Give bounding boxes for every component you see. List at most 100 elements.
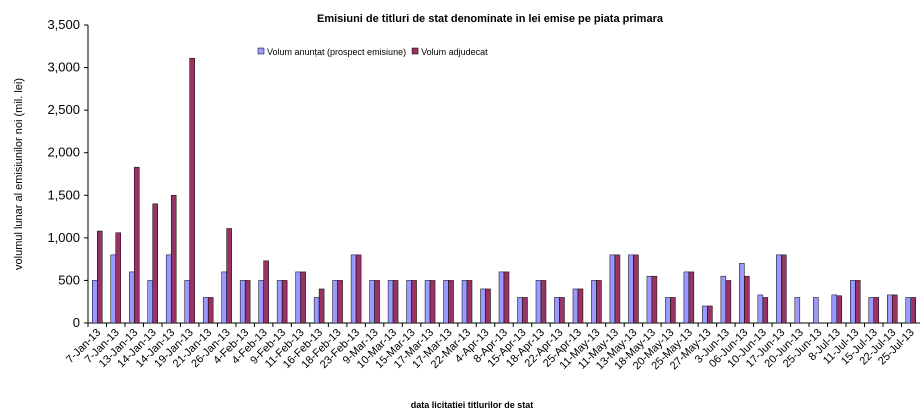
bar [868,297,875,324]
bar [813,297,819,324]
bar [781,254,787,324]
bar [184,280,190,324]
bar [707,305,713,324]
bar [651,275,658,324]
bar [503,271,510,324]
bar [665,297,671,324]
bar [244,280,251,324]
x-axis-label: data licitatiei titlurilor de stat [411,400,534,410]
bar [596,280,602,324]
bar [369,280,375,324]
bar [170,195,177,324]
bar [406,280,412,324]
bar [554,297,560,324]
bar [892,294,898,324]
chart-title: Emisiuni de titluri de stat denominate i… [317,13,664,25]
legend-label: Volum adjudecat [421,47,488,57]
bar [850,280,856,324]
bar [855,280,861,324]
y-tick-label: 1,000 [47,230,80,245]
bar [831,294,838,324]
bar [646,275,653,324]
bar [337,280,343,324]
bar [276,280,283,324]
bar [628,254,634,324]
legend-swatch [257,47,265,55]
bar [202,297,209,324]
bar [688,271,695,324]
y-tick-label: 3,000 [47,60,80,75]
bar [355,254,362,324]
bar [725,280,732,324]
y-tick-label: 2,000 [47,145,80,160]
bar [332,280,338,324]
bar [318,288,325,324]
y-tick-label: 500 [58,272,80,287]
bar [392,280,399,324]
bar [221,271,227,324]
bar [744,275,750,324]
bar [448,280,454,324]
bar [683,271,690,324]
bar [466,280,473,324]
bar [128,271,135,324]
bar [263,260,269,324]
bar [165,254,172,324]
bar [540,280,547,324]
bar [207,297,214,324]
bar [480,288,486,324]
bar [485,288,491,324]
bar [670,297,676,324]
bar [189,57,195,324]
y-tick-label: 1,500 [47,187,80,202]
bar [133,166,140,324]
bar [910,297,916,324]
bar [609,254,616,324]
bar [776,254,782,324]
bar [147,280,153,324]
bar [794,297,801,324]
bar [559,297,565,324]
bar [591,280,597,324]
bar [96,230,103,324]
bar [905,297,912,324]
bar [522,297,528,324]
bar [535,280,542,324]
bar [300,271,306,324]
bar [836,295,843,324]
bar [226,228,232,324]
bar [633,254,639,324]
bar [258,280,264,324]
bar [498,271,505,324]
bar [739,263,745,324]
legend-label: Volum anunțat (prospect emisiune) [267,47,406,57]
y-tick-label: 0 [73,315,80,330]
bar [424,280,431,324]
y-axis-label: volumul lunar al emisiunilor noi (mil. l… [13,78,25,270]
bar [313,297,320,324]
bar [295,271,301,324]
y-tick-label: 3,500 [47,17,80,32]
bar [443,280,449,324]
bar [281,280,288,324]
bar [152,203,158,324]
bar [374,280,380,324]
bar [429,280,436,324]
bar [92,280,98,324]
bar [577,288,584,324]
legend-swatch [411,47,419,55]
bar [517,297,523,324]
bar [572,288,579,324]
bar [873,297,880,324]
bar [115,232,121,324]
bar [887,294,893,324]
bar [614,254,621,324]
bar [110,254,116,324]
bar [762,297,769,324]
bar [702,305,708,324]
bar [757,294,764,324]
y-tick-label: 2,500 [47,102,80,117]
bar [411,280,417,324]
bar [461,280,468,324]
